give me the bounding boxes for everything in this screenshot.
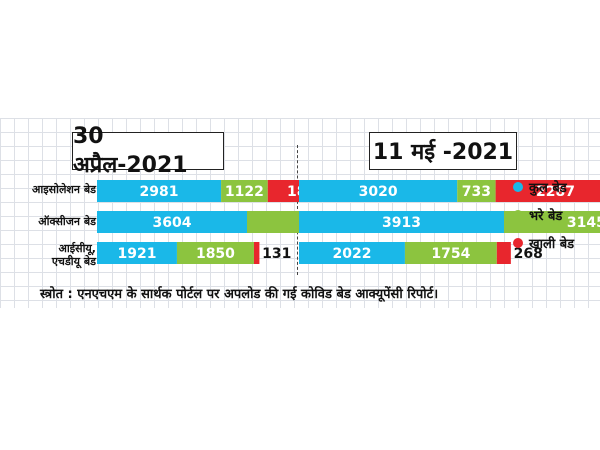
bar-april-oxygen-total xyxy=(97,211,247,233)
legend-label-total: कुल बेड xyxy=(529,181,567,196)
value-april-isolation-filled: 1122 xyxy=(225,184,264,200)
bar-may-oxygen-filled xyxy=(504,211,600,233)
bar-may-icu-filled xyxy=(404,242,497,264)
value-may-isolation-total: 3020 xyxy=(359,184,398,200)
legend-label-empty: खाली बेड xyxy=(529,237,575,252)
value-april-icu-filled: 1850 xyxy=(196,246,235,262)
row-label-icu-line1: आईसीयू, xyxy=(58,242,97,255)
panel-divider xyxy=(297,145,298,275)
value-may-oxygen-filled: 3145 xyxy=(567,215,600,231)
legend-item-filled: भरे बेड xyxy=(513,206,562,224)
value-may-icu-total: 2022 xyxy=(332,246,371,262)
bar-may-isolation-total xyxy=(299,180,458,202)
legend-item-total: कुल बेड xyxy=(513,178,567,196)
row-label-oxygen: ऑक्सीजन बेड xyxy=(38,215,96,228)
bar-may-icu-empty xyxy=(496,242,511,264)
legend-dot-empty xyxy=(513,238,523,248)
value-may-icu-filled: 1754 xyxy=(431,246,470,262)
bar-april-isolation-filled xyxy=(221,180,268,202)
value-may-isolation-empty: 2287 xyxy=(536,184,575,200)
legend-label-filled: भरे बेड xyxy=(529,209,563,224)
value-april-icu-total: 1921 xyxy=(117,246,156,262)
value-april-isolation-total: 2981 xyxy=(140,184,179,200)
row-label-icu-line2: एचडीयू बेड xyxy=(51,255,96,268)
bar-april-icu-total xyxy=(97,242,177,264)
bar-april-icu-filled xyxy=(176,242,254,264)
value-may-icu-empty: 268 xyxy=(514,246,543,262)
row-label-isolation: आइसोलेशन बेड xyxy=(32,183,96,196)
bar-may-oxygen-total xyxy=(299,211,504,233)
value-april-icu-empty: 131 xyxy=(262,246,291,262)
source-note: स्त्रोत : एनएचएम के सार्थक पोर्टल पर अपल… xyxy=(40,287,439,302)
bar-may-isolation-filled xyxy=(457,180,496,202)
value-may-oxygen-total: 3913 xyxy=(382,215,421,231)
legend-dot-filled xyxy=(513,210,523,220)
bar-may-icu-total xyxy=(299,242,405,264)
value-may-isolation-filled: 733 xyxy=(462,184,491,200)
bar-april-isolation-total xyxy=(97,180,222,202)
legend-item-empty: खाली बेड xyxy=(513,234,574,252)
legend-dot-total xyxy=(513,182,523,192)
bar-april-icu-empty xyxy=(253,242,260,264)
chart-title-may: 11 मई -2021 xyxy=(369,132,517,170)
value-april-oxygen-total: 3604 xyxy=(153,215,192,231)
